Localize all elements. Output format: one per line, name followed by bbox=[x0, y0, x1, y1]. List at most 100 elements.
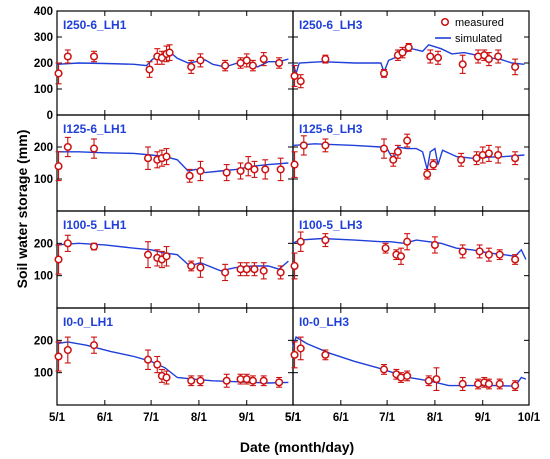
measured-point bbox=[89, 144, 99, 153]
measured-point bbox=[403, 371, 412, 380]
y-tick-label: 200 bbox=[34, 335, 53, 347]
y-tick-label: 300 bbox=[34, 32, 53, 44]
x-tick-label: 6/1 bbox=[333, 412, 350, 424]
measured-point bbox=[404, 43, 413, 52]
measured-point bbox=[54, 352, 63, 361]
simulated-line bbox=[292, 237, 527, 260]
panel-grid: 0 100 200 300 400 I250-6_LH1 I250-6_LH3 measure… bbox=[34, 6, 541, 424]
measured-point bbox=[143, 250, 153, 259]
measured-point bbox=[222, 376, 231, 385]
measured-point bbox=[299, 141, 308, 150]
measured-point bbox=[398, 48, 407, 57]
measured-point bbox=[296, 237, 305, 246]
measured-point bbox=[511, 255, 520, 264]
measured-point bbox=[89, 52, 99, 61]
panel-title: I100-5_LH3 bbox=[299, 218, 363, 232]
measured-point bbox=[162, 252, 171, 261]
measured-point bbox=[63, 52, 72, 61]
measured-point bbox=[379, 144, 389, 153]
measured-point bbox=[403, 136, 412, 145]
chart-panel: I125-6_LH3 bbox=[290, 114, 530, 212]
measured-point bbox=[426, 52, 435, 61]
measured-point bbox=[196, 166, 205, 176]
measured-point bbox=[275, 378, 284, 387]
measured-point bbox=[396, 252, 406, 261]
chart-panel: 100 200 I125-6_LH1 bbox=[34, 114, 294, 212]
measured-point bbox=[494, 52, 503, 61]
chart-panel: 100 200 I100-5_LH1 bbox=[34, 210, 294, 309]
measured-point bbox=[290, 160, 299, 169]
measured-point bbox=[290, 261, 299, 271]
chart-panel: I0-0_LH3 5/1 6/1 7/1 8/1 9/1 10/1 bbox=[285, 307, 541, 424]
measured-point bbox=[145, 65, 154, 74]
measured-point bbox=[458, 247, 467, 256]
panel-title: I125-6_LH1 bbox=[63, 122, 127, 136]
measured-point bbox=[511, 154, 520, 163]
panel-title: I250-6_LH1 bbox=[63, 18, 127, 32]
y-tick-label: 100 bbox=[34, 84, 53, 96]
measured-point bbox=[54, 162, 63, 171]
measured-point bbox=[432, 375, 441, 384]
measured-point bbox=[187, 261, 196, 271]
panel-title: I0-0_LH1 bbox=[63, 315, 113, 329]
measured-point bbox=[484, 55, 493, 64]
x-tick-label: 7/1 bbox=[379, 412, 396, 424]
y-tick-label: 100 bbox=[34, 174, 53, 186]
y-tick-label: 100 bbox=[34, 368, 53, 380]
y-tick-label: 200 bbox=[34, 58, 53, 70]
measured-point bbox=[63, 239, 72, 248]
measured-point bbox=[424, 376, 433, 385]
chart-panel: I100-5_LH3 bbox=[290, 210, 530, 309]
measured-point bbox=[275, 58, 284, 68]
measured-point bbox=[321, 236, 330, 245]
measured-point bbox=[472, 154, 481, 163]
measured-point bbox=[242, 265, 251, 274]
measured-point bbox=[296, 77, 305, 86]
measured-point bbox=[248, 61, 257, 70]
x-tick-label: 9/1 bbox=[239, 412, 256, 424]
measured-point bbox=[458, 60, 467, 69]
measured-point bbox=[187, 376, 196, 385]
measured-point bbox=[290, 350, 299, 359]
measured-point bbox=[185, 171, 194, 180]
measured-point bbox=[429, 160, 438, 169]
y-tick-label: 0 bbox=[47, 110, 53, 122]
measured-point bbox=[290, 71, 299, 81]
measured-point bbox=[321, 55, 330, 64]
x-tick-label: 5/1 bbox=[49, 412, 66, 424]
x-tick-label: 6/1 bbox=[97, 412, 114, 424]
measured-point bbox=[495, 250, 504, 259]
x-tick-label: 7/1 bbox=[143, 412, 160, 424]
measured-point bbox=[236, 166, 245, 176]
measured-point bbox=[423, 170, 432, 179]
legend-measured-marker bbox=[440, 17, 450, 27]
chart-panel: I250-6_LH3 measured simulated bbox=[290, 10, 530, 116]
measured-point bbox=[259, 266, 268, 275]
measured-point bbox=[511, 62, 520, 71]
measured-point bbox=[54, 69, 63, 78]
measured-point bbox=[484, 250, 493, 259]
y-tick-label: 200 bbox=[34, 142, 53, 154]
panel-title: I250-6_LH3 bbox=[299, 18, 363, 32]
measured-point bbox=[457, 155, 466, 164]
measured-point bbox=[259, 376, 268, 385]
measured-point bbox=[393, 147, 402, 156]
measured-point bbox=[381, 244, 390, 253]
measured-point bbox=[321, 350, 330, 359]
measured-point bbox=[143, 355, 153, 364]
measured-point bbox=[403, 237, 412, 246]
measured-point bbox=[276, 165, 285, 174]
measured-point bbox=[162, 152, 171, 161]
measured-point bbox=[475, 247, 484, 256]
measured-point bbox=[63, 345, 72, 355]
measured-point bbox=[248, 376, 257, 385]
measured-point bbox=[296, 344, 305, 353]
measured-point bbox=[242, 56, 251, 65]
legend-measured-label: measured bbox=[455, 17, 504, 29]
y-axis-title: Soil water storage (mm) bbox=[14, 130, 30, 289]
x-tick-label: 9/1 bbox=[475, 412, 492, 424]
y-tick-label: 100 bbox=[34, 271, 53, 283]
measured-point bbox=[196, 263, 205, 272]
measured-point bbox=[259, 55, 268, 64]
measured-point bbox=[143, 154, 153, 163]
